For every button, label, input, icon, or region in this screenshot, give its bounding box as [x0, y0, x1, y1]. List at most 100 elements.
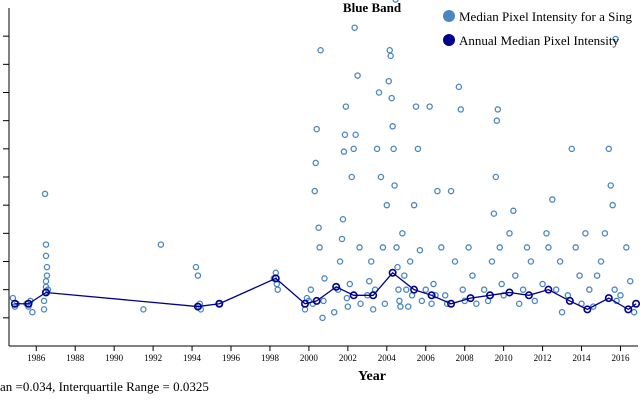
scene-point — [307, 286, 315, 293]
annual-point — [312, 296, 321, 305]
scene-point — [381, 300, 389, 307]
scene-point — [401, 272, 408, 279]
scene-point — [340, 148, 348, 155]
scene-point — [519, 286, 527, 293]
scene-point — [441, 292, 449, 299]
scene-point — [605, 145, 613, 153]
scene-point — [396, 297, 403, 305]
scene-point — [488, 258, 496, 265]
legend-marker-annual — [443, 34, 455, 46]
stats-footnote: an =0.034, Interquartile Range = 0.0325 — [0, 379, 209, 394]
scene-point — [40, 297, 48, 305]
scene-point — [434, 187, 441, 195]
scene-point — [558, 308, 566, 316]
chart-title: Blue Band — [343, 0, 402, 15]
scene-point — [320, 297, 327, 305]
x-tick-label: 2010 — [495, 353, 514, 363]
scene-point — [389, 123, 396, 130]
legend-label-annual: Annual Median Pixel Intensity — [459, 33, 619, 48]
annual-series — [10, 268, 640, 314]
x-tick-label: 2002 — [339, 353, 357, 363]
annual-point — [41, 288, 50, 297]
scene-point — [626, 277, 634, 285]
annual-point — [332, 282, 341, 291]
scene-point — [354, 72, 361, 79]
legend-item-annual[interactable]: Annual Median Pixel Intensity — [443, 33, 619, 48]
scene-point — [343, 294, 351, 302]
scene-point — [394, 263, 401, 271]
scene-point — [406, 258, 414, 265]
annual-point — [565, 296, 574, 305]
legend-item-scene[interactable]: Median Pixel Intensity for a Sing — [443, 9, 632, 24]
scene-point — [346, 280, 354, 288]
scene-point — [40, 306, 48, 313]
x-tick-label: 1992 — [144, 353, 162, 363]
scene-point — [274, 286, 281, 293]
annual-point — [632, 299, 640, 308]
scene-point — [410, 201, 418, 209]
legend[interactable]: Median Pixel Intensity for a Sing Annual… — [443, 9, 632, 48]
scene-point — [556, 258, 564, 265]
annual-point — [388, 268, 397, 277]
annual-point — [24, 299, 33, 308]
scene-point — [428, 300, 435, 307]
scene-point — [447, 187, 455, 195]
scene-point — [42, 277, 50, 285]
x-axis-label: Year — [358, 369, 386, 384]
scene-point — [157, 241, 165, 248]
scene-point — [194, 272, 202, 279]
scene-point — [395, 286, 402, 293]
scene-point — [543, 230, 550, 237]
scene-point — [393, 244, 400, 251]
scene-point — [496, 244, 503, 251]
scene-point — [465, 244, 472, 251]
scene-point — [41, 190, 49, 198]
scene-point — [379, 244, 387, 251]
scene-point — [321, 275, 328, 282]
scene-point — [352, 131, 359, 138]
annual-point — [300, 299, 309, 308]
scene-point — [330, 308, 338, 316]
annual-point — [505, 288, 514, 297]
annual-line — [14, 271, 637, 311]
annual-point — [410, 285, 419, 294]
annual-point — [583, 305, 592, 314]
x-tick-label: 1994 — [183, 353, 202, 363]
scene-point — [426, 103, 433, 110]
x-tick-label: 2000 — [300, 353, 319, 363]
scene-point — [391, 182, 398, 189]
scene-point — [42, 241, 50, 248]
scene-point — [140, 306, 147, 313]
x-tick-label: 1996 — [222, 353, 241, 363]
scene-point — [451, 258, 459, 265]
x-tick-label: 2016 — [611, 353, 630, 363]
annual-point — [215, 299, 224, 308]
scene-point — [568, 145, 576, 153]
scene-point — [609, 201, 616, 209]
scene-point — [313, 125, 320, 133]
x-tick-label: 1986 — [27, 353, 46, 363]
scene-point — [422, 286, 429, 293]
scene-point — [375, 89, 383, 96]
y-axis — [3, 8, 10, 346]
scene-point — [367, 258, 375, 265]
scene-point — [623, 244, 630, 251]
scene-point — [317, 47, 324, 54]
scene-point — [438, 244, 445, 251]
scene-point — [414, 145, 422, 153]
scene-point — [597, 258, 605, 265]
scene-point — [341, 131, 349, 138]
scene-point — [392, 0, 399, 3]
annual-point — [369, 291, 378, 300]
scatter-series — [9, 0, 638, 322]
scene-point — [589, 303, 597, 310]
scene-point — [348, 173, 355, 181]
scene-point — [630, 308, 638, 316]
scene-point — [455, 83, 463, 91]
scene-point — [523, 244, 531, 251]
annual-point — [544, 285, 553, 294]
scene-point — [512, 272, 519, 279]
scene-point — [356, 244, 363, 251]
